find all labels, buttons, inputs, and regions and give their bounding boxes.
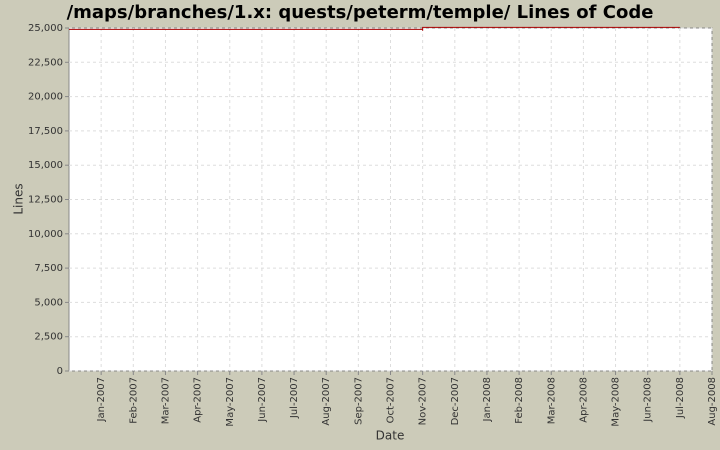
x-tick-label: Apr-2008 [578, 377, 589, 423]
y-tick-label: 17,500 [28, 126, 63, 137]
x-tick-label: Sep-2007 [353, 377, 364, 425]
y-axis-label: Lines [12, 183, 26, 214]
x-tick-label: Oct-2007 [386, 377, 397, 423]
x-tick-label: Jul-2007 [289, 377, 300, 419]
y-tick-label: 5,000 [34, 297, 63, 308]
chart-title: /maps/branches/1.x: quests/peterm/temple… [67, 2, 654, 23]
x-tick-label: Nov-2007 [418, 377, 429, 425]
y-tick-label: 15,000 [28, 160, 63, 171]
x-tick-label: Mar-2007 [160, 377, 171, 424]
x-tick-label: Feb-2007 [128, 377, 139, 424]
x-tick-label: May-2008 [611, 377, 622, 427]
x-tick-label: Mar-2008 [546, 377, 557, 424]
y-tick-label: 25,000 [28, 23, 63, 34]
y-tick-label: 20,000 [28, 92, 63, 103]
y-tick-label: 22,500 [28, 57, 63, 68]
x-tick-label: Jul-2008 [675, 377, 686, 419]
y-tick-label: 0 [57, 366, 63, 377]
x-tick-label: Dec-2007 [450, 377, 461, 425]
y-tick-label: 7,500 [34, 263, 63, 274]
x-tick-label: Feb-2008 [514, 377, 525, 424]
x-tick-label: May-2007 [225, 377, 236, 427]
y-tick-label: 10,000 [28, 229, 63, 240]
x-axis-label: Date [376, 429, 405, 443]
line-series [69, 26, 680, 31]
x-tick-label: Jan-2008 [482, 377, 493, 422]
x-tick-label: Apr-2007 [193, 377, 204, 423]
x-tick-label: Jun-2008 [643, 377, 654, 423]
y-tick-label: 12,500 [28, 195, 63, 206]
x-tick-label: Aug-2008 [707, 377, 718, 426]
x-tick-label: Jan-2007 [96, 377, 107, 422]
x-tick-label: Jun-2007 [257, 377, 268, 423]
x-tick-label: Aug-2007 [321, 377, 332, 426]
y-tick-label: 2,500 [34, 332, 63, 343]
